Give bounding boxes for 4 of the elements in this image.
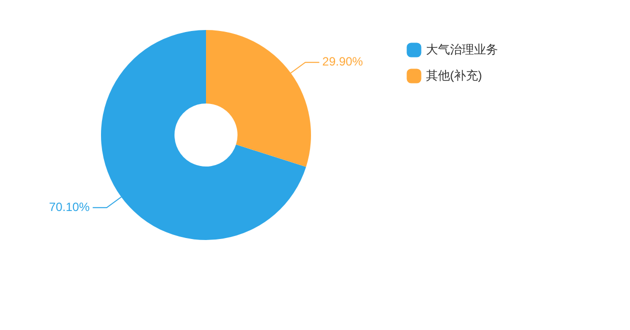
data-label: 70.10% <box>49 200 90 214</box>
legend-label: 大气治理业务 <box>426 42 498 56</box>
legend-label: 其他(补充) <box>426 68 482 82</box>
data-label: 29.90% <box>322 54 364 69</box>
